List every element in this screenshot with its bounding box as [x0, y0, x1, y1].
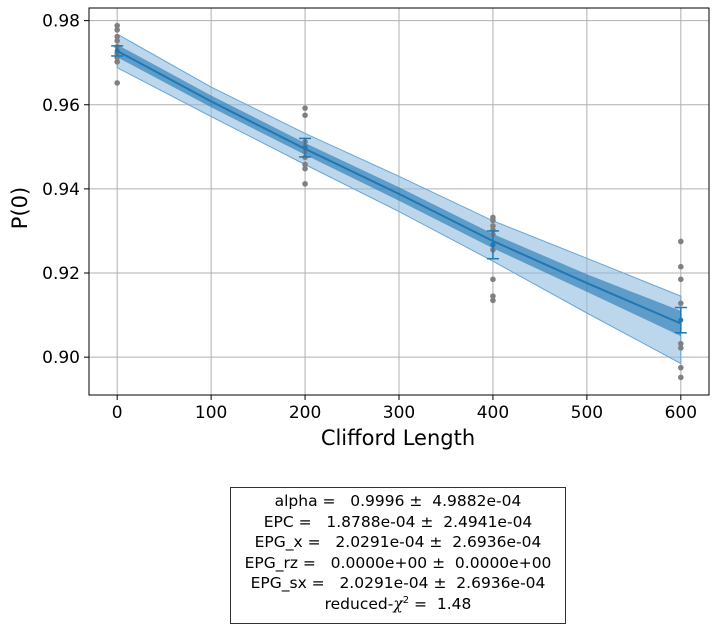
x-tick-label: 600	[665, 403, 697, 423]
epg-x-result: EPG_x = 2.0291e-04 ± 2.6936e-04	[254, 533, 542, 552]
raw-data-point	[678, 263, 684, 270]
chi-value: = 1.48	[409, 594, 472, 613]
band-1sigma-area	[117, 44, 681, 337]
raw-data-point	[490, 293, 496, 299]
x-tick-label: 300	[383, 403, 415, 423]
raw-data-point	[114, 22, 120, 29]
mean-point	[302, 145, 308, 151]
epg-rz-result: EPG_rz = 0.0000e+00 ± 0.0000e+00	[244, 553, 552, 572]
fit-curve-line	[116, 50, 682, 325]
raw-data-point	[490, 297, 496, 304]
chi-symbol: χ	[393, 594, 403, 613]
raw-data-point	[114, 59, 120, 65]
chi-prefix: reduced-	[324, 594, 394, 613]
x-tick-label: 0	[112, 403, 123, 423]
raw-data-point	[302, 181, 308, 187]
x-tick-label: 100	[195, 403, 227, 423]
chi-power: 2	[402, 594, 410, 606]
raw-data-point	[302, 112, 308, 119]
epg-sx-result: EPG_sx = 2.0291e-04 ± 2.6936e-04	[250, 574, 546, 593]
raw-data-point	[490, 223, 496, 229]
raw-data-point	[302, 161, 308, 168]
fit-curve	[116, 50, 682, 325]
y-tick-label: 0.90	[42, 348, 80, 368]
raw-data-point	[678, 345, 684, 351]
y-axis-label: P(0)	[8, 187, 32, 229]
raw-data-point	[114, 38, 120, 44]
raw-data-points	[114, 22, 684, 381]
epc-result: EPC = 1.8788e-04 ± 2.4941e-04	[263, 512, 533, 531]
raw-data-point	[678, 300, 684, 307]
raw-data-point	[678, 238, 684, 245]
x-axis-label: Clifford Length	[321, 426, 475, 450]
reduced-chi2-result: reduced-χ2 = 1.48	[231, 594, 565, 615]
alpha-result: alpha = 0.9996 ± 4.9882e-04	[274, 492, 522, 510]
raw-data-point	[678, 374, 684, 381]
y-ticks: 0.90 0.92 0.94 0.96 0.98	[42, 12, 89, 368]
mean-point	[490, 242, 496, 248]
raw-data-point	[490, 217, 496, 224]
x-ticks: 0 100 200 300 400 500 600	[112, 395, 697, 423]
y-tick-label: 0.92	[42, 264, 80, 284]
x-tick-label: 200	[289, 403, 321, 423]
y-tick-label: 0.94	[42, 180, 80, 200]
raw-data-point	[114, 33, 120, 40]
y-tick-label: 0.96	[42, 96, 80, 116]
rb-decay-chart: 0 100 200 300 400 500 600 0.90 0.92 0.94 0.96 0.98…	[8, 7, 710, 450]
raw-data-point	[678, 340, 684, 347]
x-tick-label: 500	[571, 403, 603, 423]
fit-results-box: alpha = 0.9996 ± 4.9882e-04 EPC = 1.8788…	[230, 487, 566, 624]
raw-data-point	[114, 27, 120, 33]
fit-band-1sigma	[117, 44, 681, 337]
raw-data-point	[678, 276, 684, 283]
y-tick-label: 0.98	[42, 12, 80, 32]
raw-data-point	[302, 105, 308, 111]
raw-data-point	[490, 276, 496, 283]
raw-data-point	[678, 364, 684, 371]
mean-point	[678, 317, 684, 323]
x-tick-label: 400	[477, 403, 509, 423]
mean-points	[111, 45, 687, 334]
raw-data-point	[114, 80, 120, 86]
raw-data-point	[302, 165, 308, 172]
mean-point	[114, 48, 120, 54]
